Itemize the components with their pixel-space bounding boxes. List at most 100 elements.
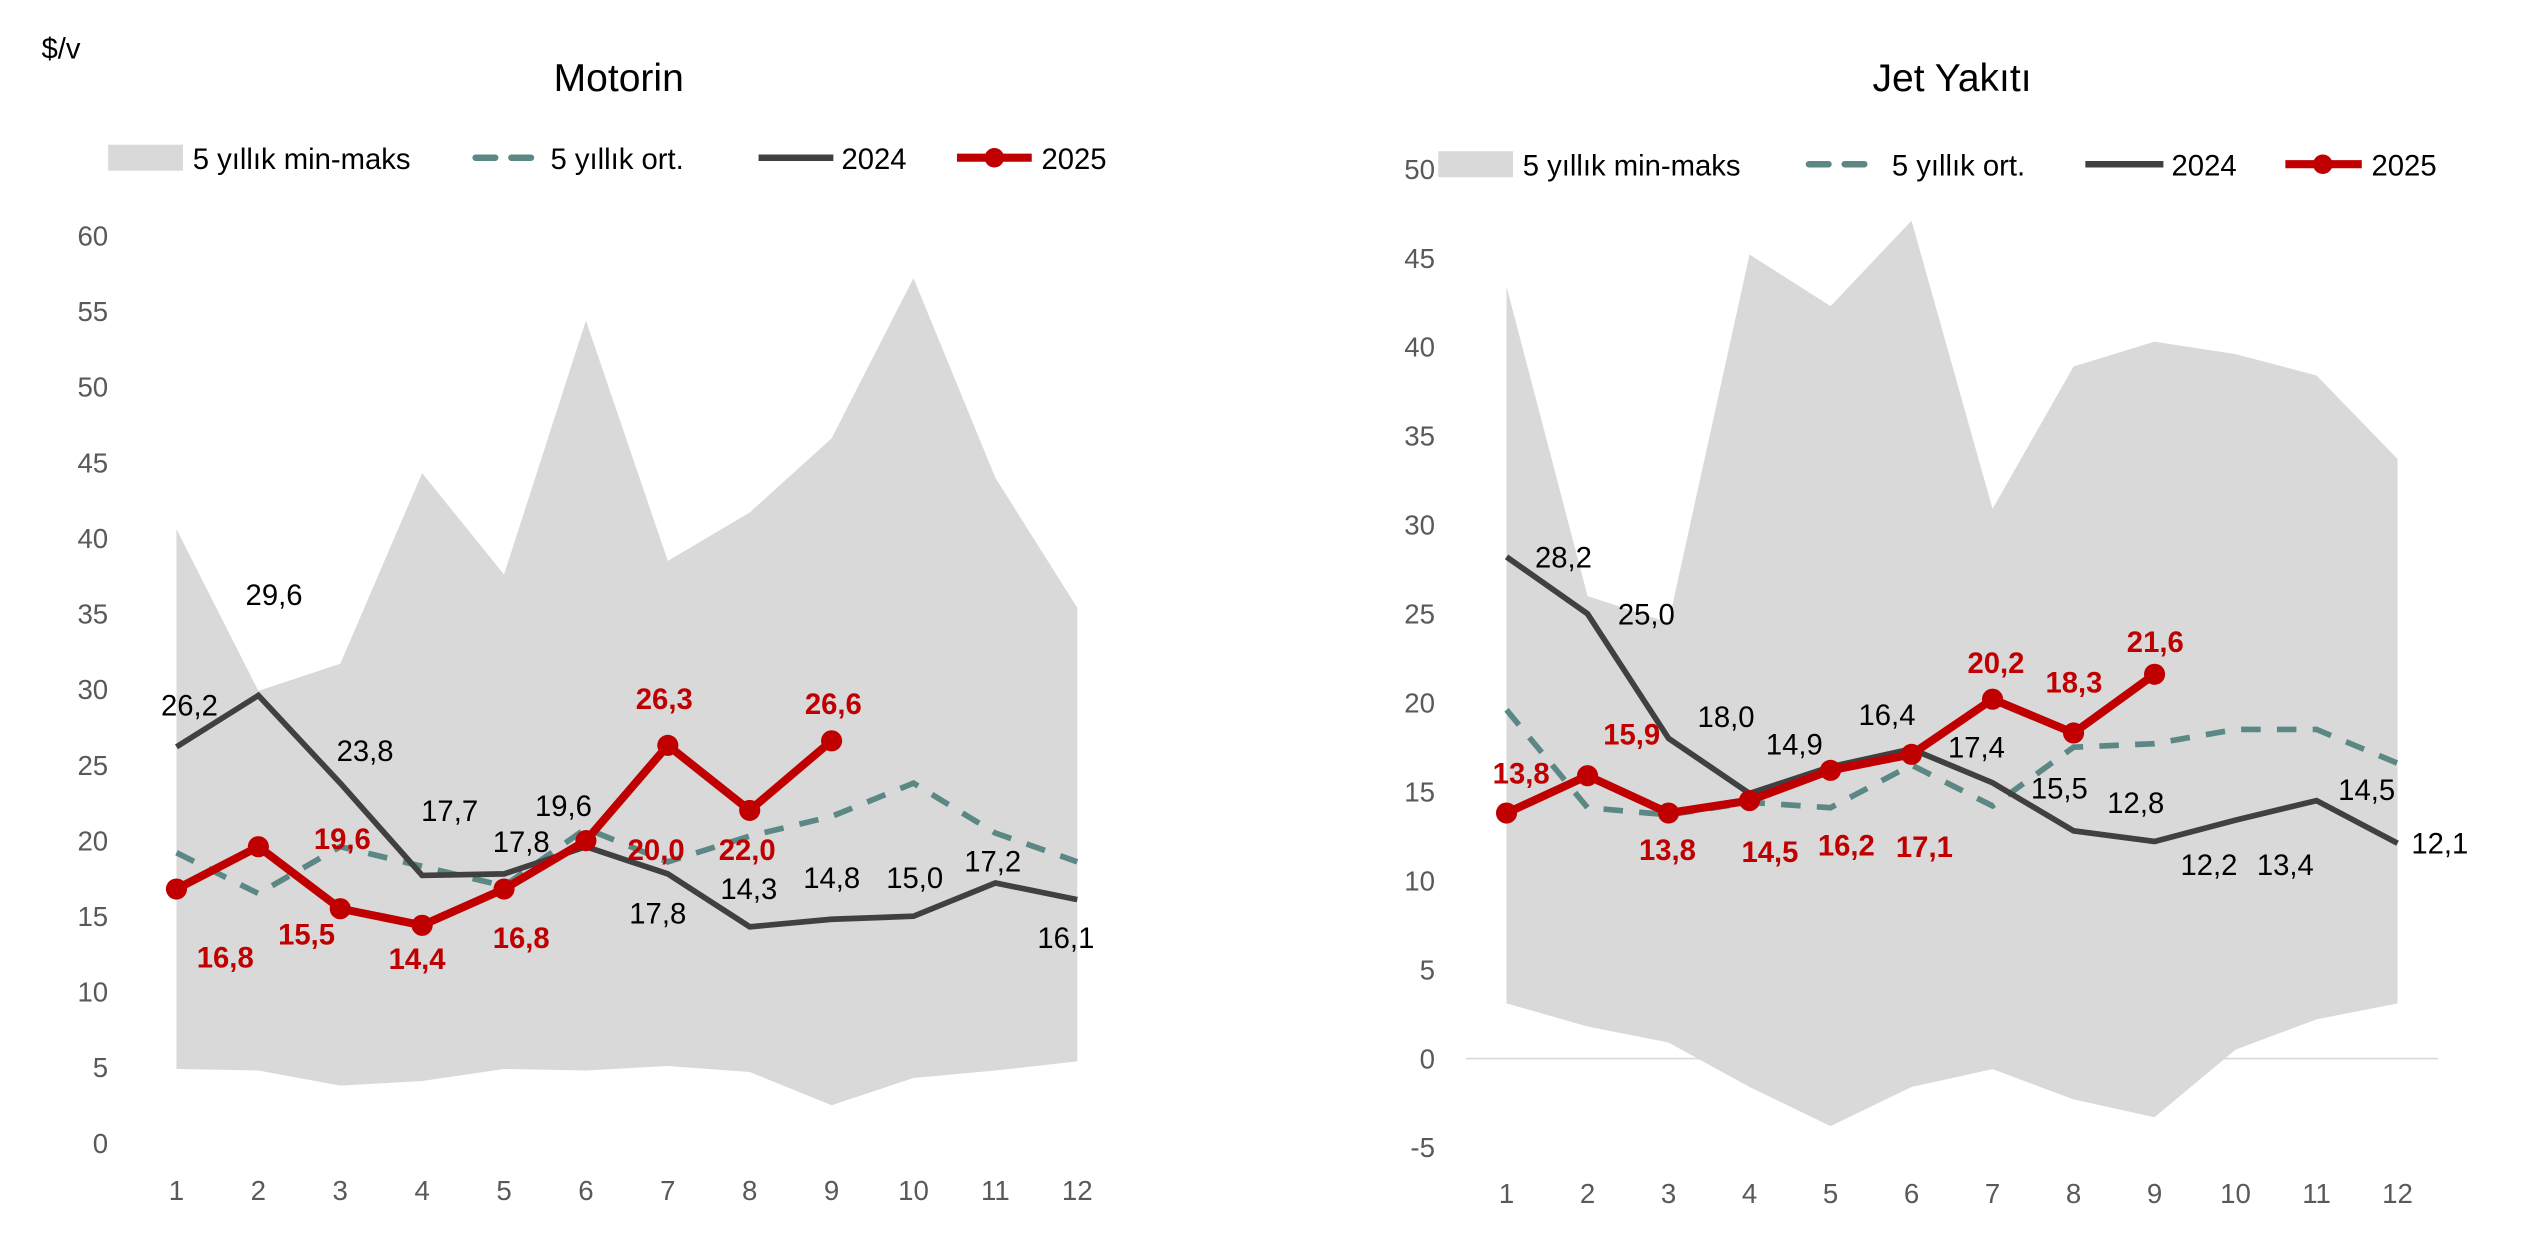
data-label-2024: 17,8 — [629, 899, 686, 931]
data-label-2024: 12,2 — [2180, 850, 2237, 882]
y-tick-label: 50 — [77, 372, 108, 403]
legend-2024-label: 2024 — [2172, 151, 2237, 183]
data-label-2024: 17,7 — [421, 796, 478, 828]
y-tick-label: 60 — [77, 221, 108, 252]
series-2025-point — [493, 878, 515, 900]
legend-band-swatch — [108, 144, 183, 171]
data-label-2024: 19,6 — [535, 791, 592, 823]
x-tick-label: 8 — [742, 1175, 757, 1206]
y-tick-label: 15 — [1404, 776, 1435, 807]
series-2025-point — [1981, 688, 2004, 710]
series-2025-point — [165, 878, 188, 900]
data-label-2025: 13,8 — [1639, 835, 1696, 867]
legend-band-label: 5 yıllık min-maks — [193, 144, 411, 176]
data-label-2024: 15,0 — [886, 863, 943, 895]
legend: 5 yıllık min-maks 5 yıllık ort. 2024 202… — [1438, 151, 2437, 183]
x-tick-label: 2 — [1580, 1178, 1595, 1209]
y-tick-label: 10 — [77, 977, 108, 1008]
series-2025-point — [247, 836, 269, 858]
data-label-2025: 13,8 — [1493, 759, 1550, 791]
series-2025-point — [1576, 765, 1599, 787]
data-label-2025: 22,0 — [719, 835, 776, 867]
unit-label: $/v — [42, 34, 81, 66]
y-tick-label: 15 — [77, 901, 108, 932]
data-label-2024: 18,0 — [1698, 702, 1755, 734]
y-tick-label: 40 — [77, 523, 108, 554]
series-2025-point — [2062, 722, 2085, 744]
data-label-2025: 15,5 — [278, 920, 335, 952]
y-tick-label: 45 — [1404, 243, 1435, 274]
x-tick-label: 4 — [414, 1175, 429, 1206]
legend-band-label: 5 yıllık min-maks — [1523, 151, 1741, 183]
y-tick-label: 55 — [77, 296, 108, 327]
legend-2024-label: 2024 — [841, 144, 906, 176]
x-tick-label: 10 — [898, 1175, 929, 1206]
series-2025-point — [329, 898, 351, 920]
data-label-2025: 17,1 — [1896, 832, 1953, 864]
chart-title: Jet Yakıtı — [1873, 57, 2032, 100]
y-tick-label: 50 — [1404, 154, 1435, 185]
min-max-band — [1506, 220, 2398, 1127]
y-tick-label: 30 — [77, 674, 108, 705]
min-max-band — [176, 278, 1078, 1106]
legend-2025-marker — [2313, 154, 2333, 174]
data-label-2024: 17,8 — [493, 827, 550, 859]
legend-2025-label: 2025 — [1041, 144, 1106, 176]
y-tick-label: 5 — [1420, 954, 1435, 985]
y-tick-label: 35 — [77, 599, 108, 630]
data-label-2025: 26,6 — [805, 689, 862, 721]
avg-line — [1504, 708, 2399, 818]
y-tick-label: 20 — [1404, 688, 1435, 719]
data-label-2024: 13,4 — [2257, 850, 2314, 882]
y-tick-label: 45 — [77, 447, 108, 478]
legend-2025-marker — [984, 147, 1005, 168]
data-label-2025: 20,2 — [1967, 648, 2024, 680]
y-tick-label: 10 — [1404, 865, 1435, 896]
legend-2025-label: 2025 — [2372, 151, 2437, 183]
data-label-2025: 14,4 — [389, 944, 447, 976]
x-tick-label: 6 — [578, 1175, 593, 1206]
y-tick-label: 5 — [93, 1052, 108, 1083]
y-tick-label: 0 — [1420, 1043, 1435, 1074]
x-tick-label: 7 — [660, 1175, 675, 1206]
x-tick-label: 8 — [2066, 1178, 2081, 1209]
series-2025-point — [821, 730, 843, 752]
x-tick-label: 5 — [496, 1175, 511, 1206]
data-label-2024: 17,4 — [1948, 733, 2005, 765]
data-label-2025: 16,2 — [1818, 830, 1875, 862]
series-2025-point — [1657, 802, 1680, 824]
y-tick-label: 35 — [1404, 421, 1435, 452]
series-2025-point — [575, 830, 597, 852]
series-2024-line — [1504, 554, 2399, 846]
series-2025-point — [1495, 802, 1518, 824]
data-label-2024: 29,6 — [246, 580, 303, 612]
series-2025-point — [411, 914, 433, 936]
x-tick-label: 2 — [251, 1175, 266, 1206]
series-2025-point — [1819, 759, 1842, 781]
legend-band-swatch — [1438, 151, 1514, 178]
data-label-2025: 26,3 — [636, 684, 693, 716]
data-label-2025: 14,5 — [1741, 837, 1798, 869]
y-tick-label: 40 — [1404, 332, 1435, 363]
data-label-2024: 28,2 — [1535, 542, 1592, 574]
data-label-2024: 14,5 — [2338, 775, 2395, 807]
y-tick-label: 20 — [77, 825, 108, 856]
x-tick-label: 12 — [1062, 1175, 1093, 1206]
series-2025-point — [1738, 790, 1761, 812]
y-tick-label: -5 — [1410, 1132, 1435, 1163]
data-label-2024: 25,0 — [1618, 599, 1675, 631]
data-label-2024: 15,5 — [2031, 773, 2088, 805]
data-label-2025: 20,0 — [628, 835, 685, 867]
legend-avg-label: 5 yıllık ort. — [550, 144, 683, 176]
x-tick-label: 1 — [1499, 1178, 1514, 1209]
series-2025-point — [1900, 743, 1923, 765]
data-label-2024: 16,4 — [1859, 700, 1916, 732]
y-tick-label: 0 — [93, 1128, 108, 1159]
data-label-2025: 19,6 — [314, 824, 371, 856]
legend: 5 yıllık min-maks 5 yıllık ort. 2024 202… — [108, 144, 1107, 176]
